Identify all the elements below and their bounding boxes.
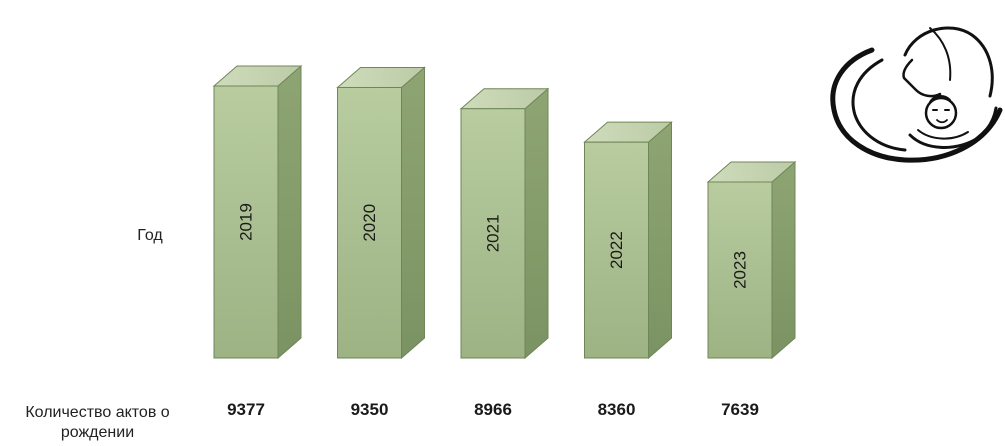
year-row-label: Год <box>137 227 163 244</box>
birth-count-value: 8360 <box>597 400 636 419</box>
bar-year-label: 2022 <box>607 231 626 269</box>
bar-front-face <box>337 86 402 359</box>
bar-year-label: 2020 <box>360 204 379 242</box>
bar-front-face <box>460 108 526 359</box>
bar-side-face <box>401 66 425 360</box>
bar-2019: 2019 <box>212 64 303 360</box>
birth-count-value: 9377 <box>227 400 265 419</box>
bar-side-face <box>771 160 796 360</box>
bars-group: 2019 2020 2021 2022 2023 <box>212 64 797 360</box>
birth-count-value: 8966 <box>474 400 512 419</box>
bar-front-face <box>584 141 649 359</box>
bar-front-face <box>213 85 279 359</box>
mother-child-logo <box>830 26 1003 163</box>
birth-count-value: 7639 <box>721 400 759 419</box>
bar-year-label: 2023 <box>731 251 750 289</box>
bar-2020: 2020 <box>336 66 426 360</box>
birth-count-value: 9350 <box>350 400 389 419</box>
bar-side-face <box>648 121 672 360</box>
bar-year-label: 2019 <box>237 203 256 241</box>
bar-2021: 2021 <box>459 87 550 360</box>
bar-2022: 2022 <box>583 121 673 360</box>
birth-records-row-label: Количество актов о рождении <box>25 404 170 441</box>
bar-side-face <box>524 87 549 360</box>
bar-front-face <box>707 181 773 359</box>
bar-side-face <box>277 64 302 360</box>
bar-2023: 2023 <box>706 160 797 360</box>
bar-year-label: 2021 <box>484 214 503 252</box>
